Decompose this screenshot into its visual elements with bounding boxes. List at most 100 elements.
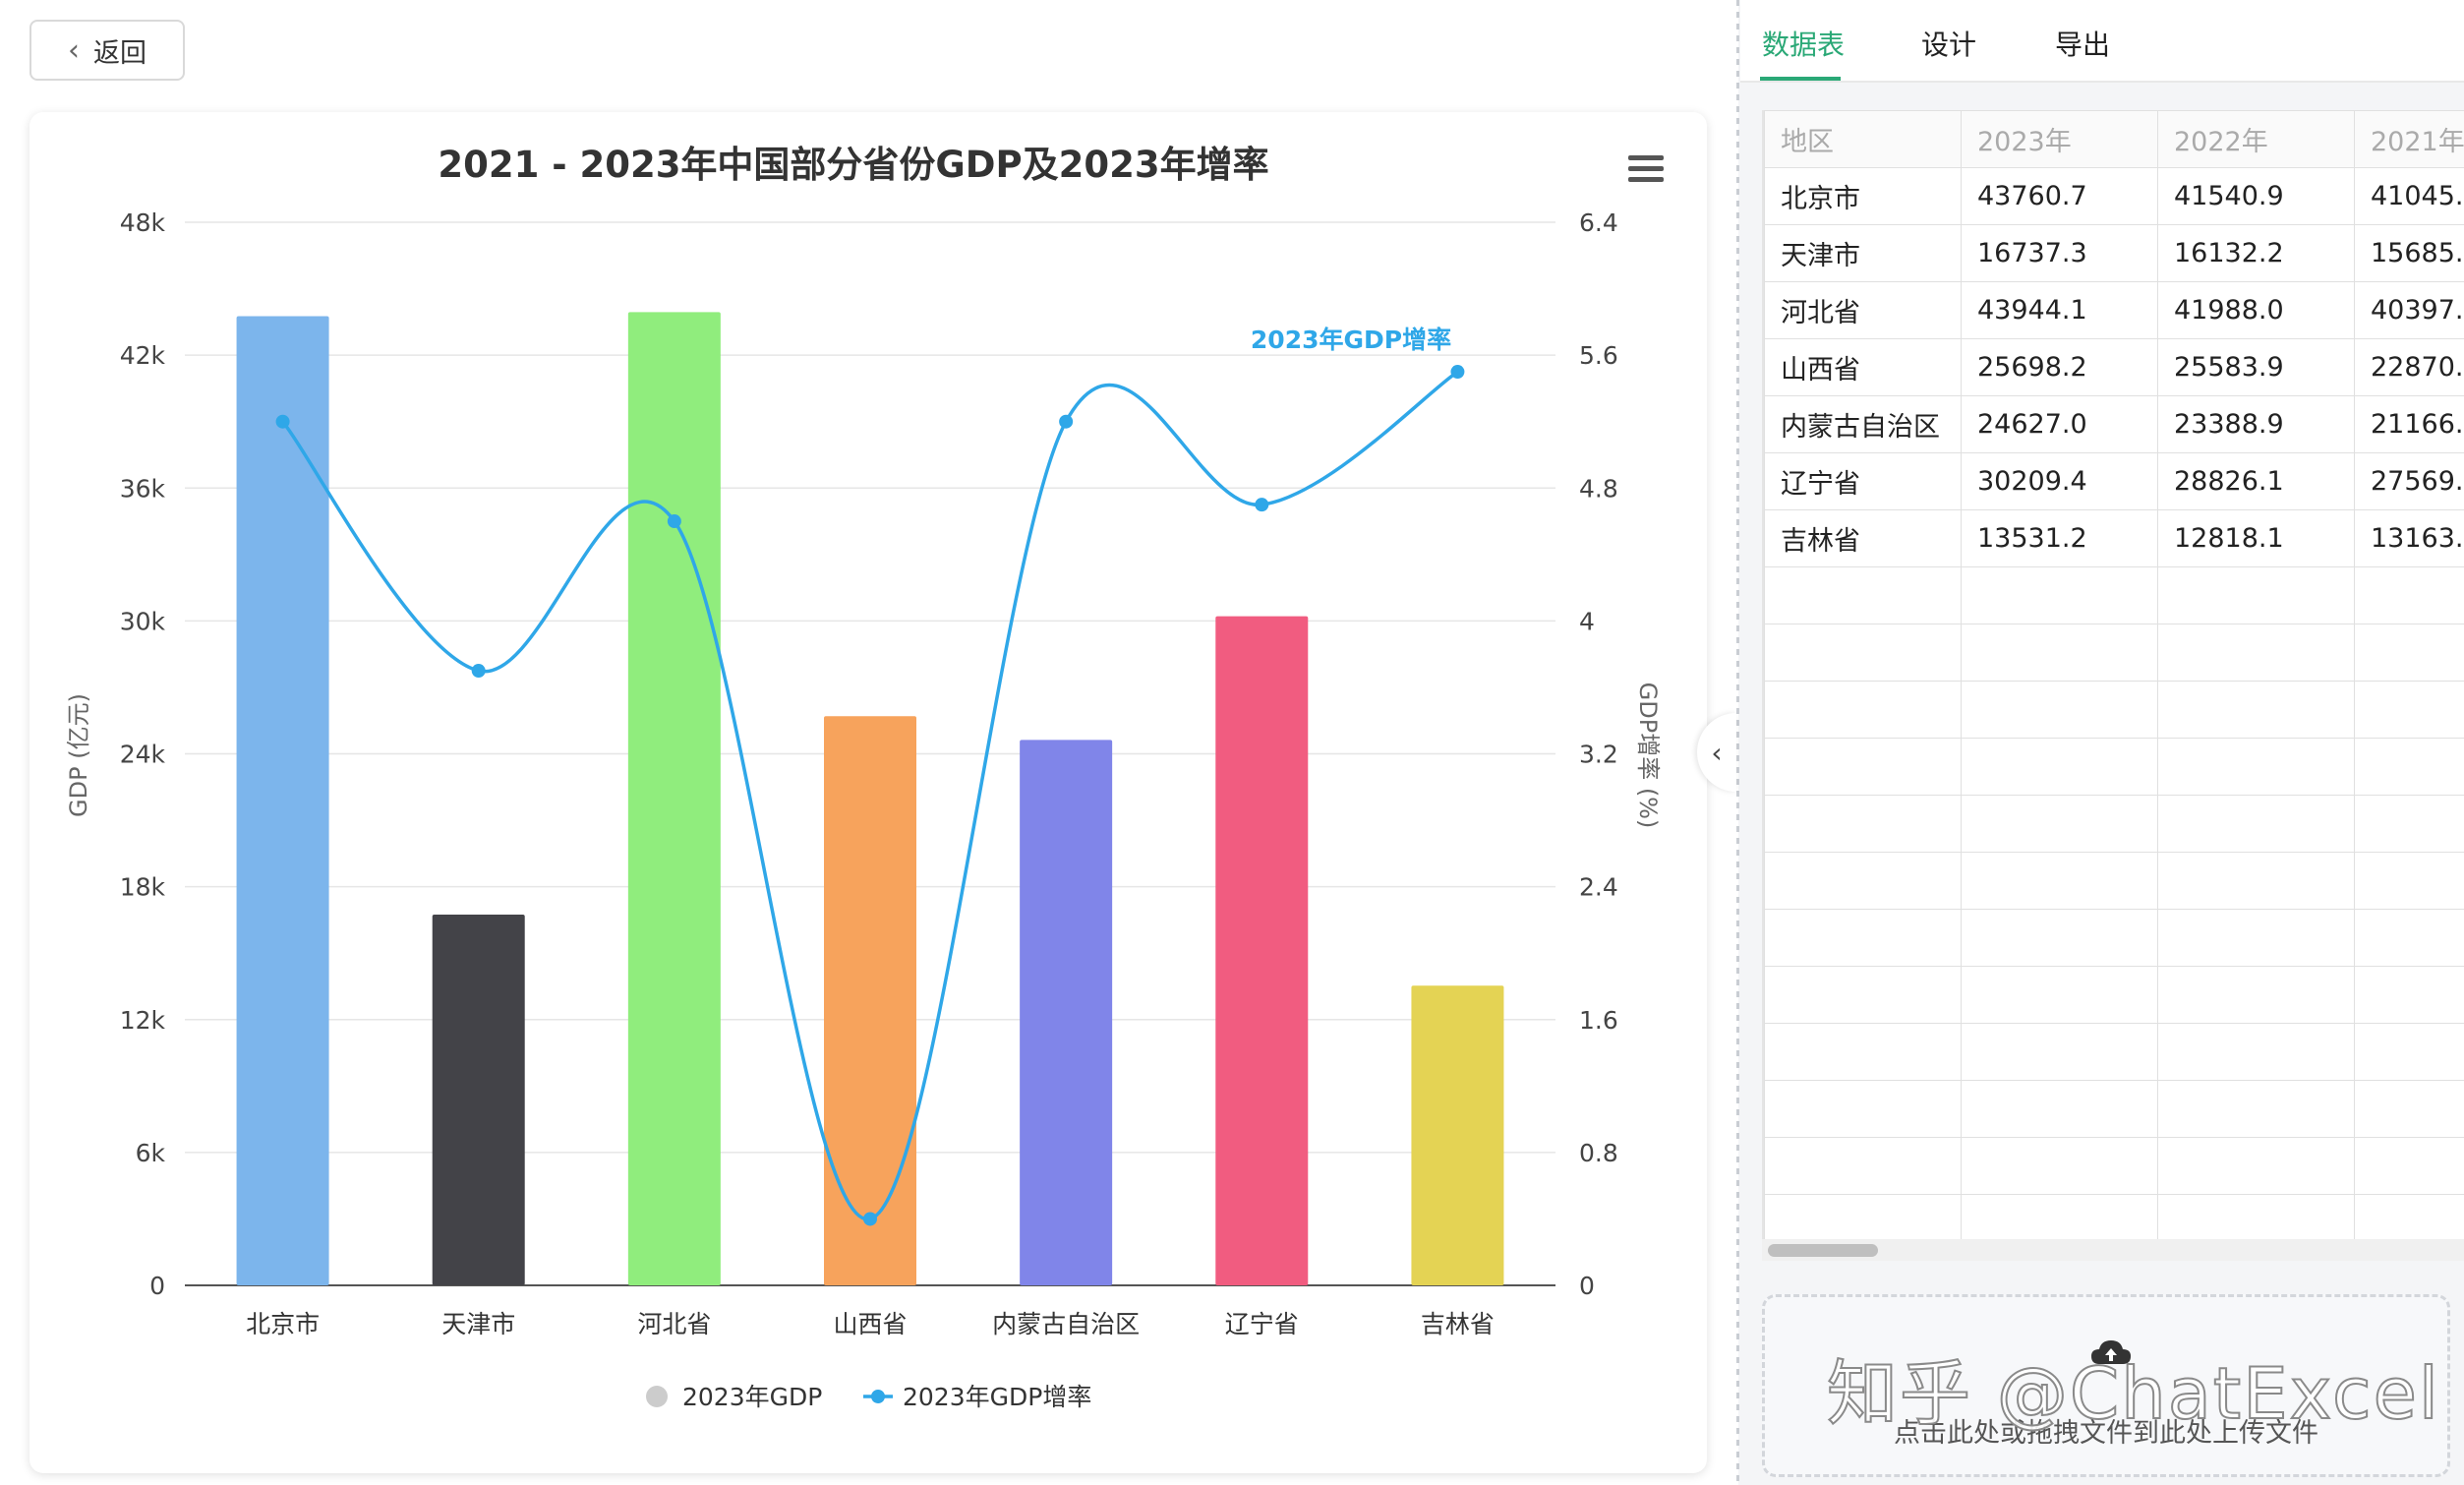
empty-cell[interactable] [1961, 909, 2158, 967]
empty-cell[interactable] [1764, 681, 1962, 739]
column-header[interactable]: 2021年 [2354, 110, 2464, 168]
empty-cell[interactable] [1961, 852, 2158, 910]
data-table[interactable]: 地区 2023年 2022年 2021年 北京市 43760.7 41540.9 41045… [1762, 110, 2464, 1239]
table-cell[interactable]: 天津市 [1764, 224, 1962, 282]
bar-4 [1020, 740, 1113, 1285]
empty-cell[interactable] [2354, 852, 2464, 910]
column-header[interactable]: 2023年 [1961, 110, 2158, 168]
legend-item-gdp[interactable]: 2023年GDP [646, 1383, 822, 1411]
empty-cell[interactable] [2354, 738, 2464, 796]
empty-cell[interactable] [2157, 852, 2355, 910]
empty-cell[interactable] [2354, 624, 2464, 682]
table-cell[interactable]: 28826.1 [2157, 452, 2355, 510]
empty-cell[interactable] [2157, 681, 2355, 739]
table-cell[interactable]: 21166.0 [2354, 395, 2464, 453]
column-header[interactable]: 2022年 [2157, 110, 2355, 168]
empty-cell[interactable] [2157, 566, 2355, 624]
empty-cell[interactable] [2354, 795, 2464, 853]
menu-icon[interactable] [1628, 155, 1664, 182]
empty-cell[interactable] [2157, 1137, 2355, 1195]
empty-cell[interactable] [1764, 1194, 1962, 1239]
scrollbar-thumb[interactable] [1768, 1244, 1878, 1257]
empty-cell[interactable] [2157, 1194, 2355, 1239]
empty-cell[interactable] [1764, 566, 1962, 624]
empty-cell[interactable] [1764, 795, 1962, 853]
empty-table-row [1764, 1080, 2464, 1138]
empty-cell[interactable] [1764, 852, 1962, 910]
table-cell[interactable]: 15685.1 [2354, 224, 2464, 282]
table-cell[interactable]: 23388.9 [2157, 395, 2355, 453]
tab-design[interactable]: 设计 [1921, 29, 1977, 61]
table-cell[interactable]: 辽宁省 [1764, 452, 1962, 510]
empty-cell[interactable] [2354, 1137, 2464, 1195]
table-cell[interactable]: 山西省 [1764, 338, 1962, 396]
empty-cell[interactable] [2157, 909, 2355, 967]
empty-cell[interactable] [1961, 795, 2158, 853]
empty-cell[interactable] [2354, 1023, 2464, 1081]
table-cell[interactable]: 13163.8 [2354, 509, 2464, 567]
upload-dropzone[interactable]: 点击此处或拖拽文件到此处上传文件 [1762, 1294, 2450, 1477]
empty-cell[interactable] [2354, 1194, 2464, 1239]
column-header[interactable]: 地区 [1764, 110, 1962, 168]
empty-cell[interactable] [2157, 1080, 2355, 1138]
empty-cell[interactable] [1764, 1080, 1962, 1138]
empty-cell[interactable] [2354, 909, 2464, 967]
table-cell[interactable]: 43760.7 [1961, 167, 2158, 225]
table-cell[interactable]: 16132.2 [2157, 224, 2355, 282]
table-cell[interactable]: 河北省 [1764, 281, 1962, 339]
back-button[interactable]: ‹ 返回 [29, 20, 185, 81]
empty-cell[interactable] [1764, 738, 1962, 796]
table-cell[interactable]: 北京市 [1764, 167, 1962, 225]
empty-cell[interactable] [1764, 1137, 1962, 1195]
empty-cell[interactable] [2354, 681, 2464, 739]
empty-cell[interactable] [2354, 566, 2464, 624]
horizontal-scrollbar[interactable] [1762, 1239, 2464, 1261]
tab-bar: 数据表 设计 导出 [1740, 0, 2464, 83]
empty-cell[interactable] [1961, 966, 2158, 1024]
table-cell[interactable]: 27569.5 [2354, 452, 2464, 510]
table-cell[interactable]: 16737.3 [1961, 224, 2158, 282]
legend-item-rate[interactable]: 2023年GDP增率 [863, 1383, 1091, 1411]
tab-data-table[interactable]: 数据表 [1762, 29, 1846, 61]
empty-cell[interactable] [1961, 1023, 2158, 1081]
table-cell[interactable]: 22870.4 [2354, 338, 2464, 396]
empty-cell[interactable] [1961, 566, 2158, 624]
bar-2 [627, 312, 721, 1285]
empty-cell[interactable] [1764, 624, 1962, 682]
table-cell[interactable]: 43944.1 [1961, 281, 2158, 339]
empty-cell[interactable] [1961, 1137, 2158, 1195]
empty-cell[interactable] [2157, 624, 2355, 682]
empty-cell[interactable] [2157, 1023, 2355, 1081]
table-cell[interactable]: 吉林省 [1764, 509, 1962, 567]
table-cell[interactable]: 41540.9 [2157, 167, 2355, 225]
empty-cell[interactable] [1764, 909, 1962, 967]
empty-cell[interactable] [1764, 966, 1962, 1024]
table-cell[interactable]: 40397.1 [2354, 281, 2464, 339]
empty-cell[interactable] [1961, 1080, 2158, 1138]
empty-cell[interactable] [2354, 966, 2464, 1024]
table-cell[interactable]: 内蒙古自治区 [1764, 395, 1962, 453]
legend-marker-rate-dot [871, 1390, 885, 1403]
empty-cell[interactable] [2157, 795, 2355, 853]
empty-cell[interactable] [1961, 738, 2158, 796]
empty-cell[interactable] [2157, 966, 2355, 1024]
table-cell[interactable]: 25583.9 [2157, 338, 2355, 396]
table-cell[interactable]: 12818.1 [2157, 509, 2355, 567]
empty-cell[interactable] [1764, 1023, 1962, 1081]
empty-cell[interactable] [1961, 681, 2158, 739]
x-tick-label: 吉林省 [1421, 1310, 1495, 1338]
panel-divider[interactable] [1736, 0, 1739, 1485]
table-cell[interactable]: 24627.0 [1961, 395, 2158, 453]
table-cell[interactable]: 13531.2 [1961, 509, 2158, 567]
table-cell[interactable]: 30209.4 [1961, 452, 2158, 510]
empty-cell[interactable] [1961, 624, 2158, 682]
empty-cell[interactable] [2354, 1080, 2464, 1138]
tab-export[interactable]: 导出 [2055, 29, 2111, 61]
y-tick-label-left: 6k [136, 1139, 166, 1167]
empty-cell[interactable] [1961, 1194, 2158, 1239]
table-cell[interactable]: 41045.6 [2354, 167, 2464, 225]
table-cell[interactable]: 41988.0 [2157, 281, 2355, 339]
legend: 2023年GDP 2023年GDP增率 [646, 1383, 1091, 1411]
empty-cell[interactable] [2157, 738, 2355, 796]
table-cell[interactable]: 25698.2 [1961, 338, 2158, 396]
